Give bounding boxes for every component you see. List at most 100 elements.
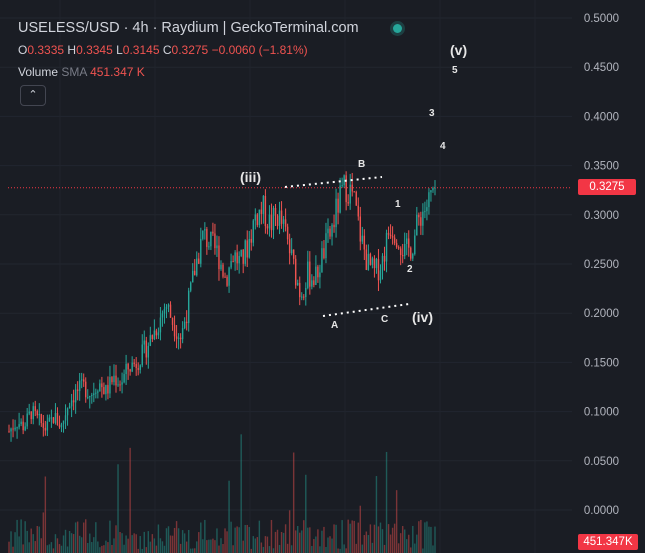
candle-body [200,238,202,264]
candle-body [72,400,75,403]
candle-body [327,228,329,234]
volume-bar [32,534,34,553]
volume-bar [274,531,277,553]
close-value: 0.3275 [171,43,209,57]
candle-body [367,253,370,270]
volume-bar [157,524,160,553]
candle-body [377,259,380,281]
candle-body [230,261,232,268]
volume-bar [173,527,176,553]
volume-bar [387,524,390,553]
volume-bar [246,524,248,553]
candle-body [8,431,10,433]
candle-body [10,428,12,432]
volume-bar [234,527,236,553]
candle-body [254,214,257,221]
volume-bar [42,512,45,553]
candle-body [30,411,32,420]
volume-bar [101,545,103,553]
volume-bar [319,546,321,553]
volume-bar [58,544,61,553]
volume-bar [192,548,194,553]
volume-bar [78,535,81,553]
candle-body [422,211,424,226]
chevron-up-icon: ⌃ [28,89,38,101]
candle-body [34,406,36,411]
wave-labels: (iii) (iv) (v) A B C 1 2 3 4 5 [240,42,467,331]
volume-bar [105,540,107,553]
price-tick-label: 0.3000 [584,210,619,222]
candle-body [280,210,283,224]
candle-body [224,276,226,278]
candle-body [311,280,313,287]
candle-body [387,232,390,235]
candle-body [357,205,359,217]
collapse-legend-button[interactable]: ⌃ [20,85,46,106]
candle-body [89,395,91,398]
candle-body [331,224,333,237]
candle-body [68,406,71,409]
volume-bar [123,544,125,553]
candle-body [12,428,14,430]
candle-body [393,237,396,244]
candle-body [91,395,93,397]
volume-bar [383,544,386,553]
candle-body [139,365,141,370]
volume-bar [385,451,388,553]
volume-bar [321,530,323,553]
volume-bar [93,537,95,553]
candle-body [242,249,244,264]
candle-body [391,236,394,238]
candle-body [244,240,246,264]
volume-bar [294,530,297,553]
volume-bar [264,536,267,553]
candle-body [412,254,414,259]
volume-bar [345,548,347,553]
price-tick-label: 0.4500 [584,62,619,74]
open-value: 0.3335 [27,43,65,57]
price-axis[interactable]: 0.5000 0.4500 0.4000 0.3500 0.3000 0.2500 0.20… [584,13,619,517]
volume-bar [8,541,10,553]
volume-bar [97,541,99,553]
candle-body [397,247,400,249]
volume-bars [8,434,436,553]
volume-badge: 451.347K [578,534,638,550]
candle-body [404,243,406,257]
volume-bar [44,476,47,553]
volume-bar [141,548,143,553]
volume-bar [179,543,182,553]
candle-body [329,228,331,237]
volume-bar [404,529,406,553]
volume-bar [355,543,357,553]
candle-body [165,306,168,309]
high-label: H [67,43,77,57]
candle-body [169,304,172,318]
volume-bar [339,548,341,553]
volume-bar [109,520,111,553]
volume-bar [64,529,67,553]
volume-bar [196,541,198,553]
volume-bar [187,529,190,553]
volume-bar [204,519,206,553]
candle-body [426,207,428,212]
volume-bar [397,543,400,553]
candle-body [373,258,376,269]
volume-bar [335,524,337,553]
price-tick-label: 0.1500 [584,357,619,369]
candle-body [238,255,240,264]
volume-bar [111,544,113,553]
volume-bar [299,532,301,553]
candle-body [252,220,254,243]
candle-body [54,413,57,423]
volume-bar [16,519,18,553]
volume-bar [83,522,85,553]
candle-body [319,272,321,278]
volume-bar [240,434,242,553]
candle-body [40,414,43,424]
volume-bar [286,543,289,553]
candle-body [123,374,125,383]
volume-bar [401,526,404,553]
volume-bar [422,548,424,553]
volume-bar [165,528,168,553]
